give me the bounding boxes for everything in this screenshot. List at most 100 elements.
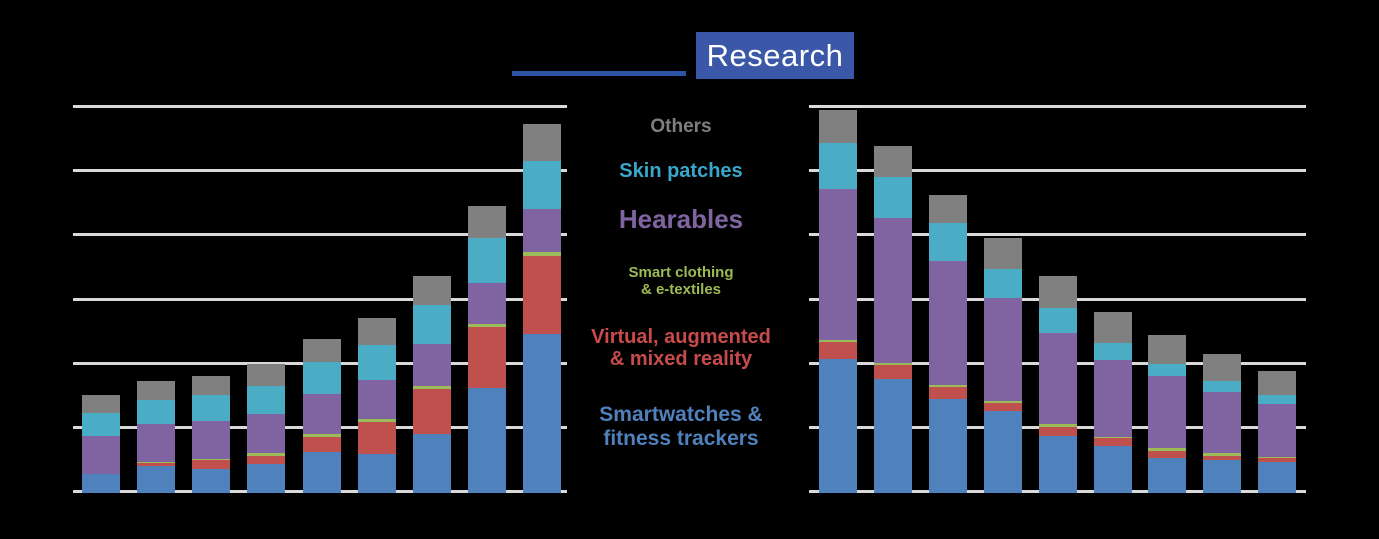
bar-segment-skin-patches xyxy=(192,395,231,422)
research-badge: Research xyxy=(696,32,854,79)
bar-segment-skin-patches xyxy=(247,385,286,415)
chart-legend: Others Skin patches Hearables Smart clothin… xyxy=(556,0,806,539)
bar-segment-skin-patches xyxy=(82,412,120,436)
bar-segment-smart-clothing-e-textiles xyxy=(412,385,451,390)
bar-segment-hearables xyxy=(1093,360,1132,437)
bar-segment-skin-patches xyxy=(1203,380,1242,393)
bar-segment-hearables xyxy=(412,344,451,386)
bar-segment-smart-clothing-e-textiles xyxy=(983,400,1022,403)
bar-segment-virtual-augmented-mixed-reality xyxy=(412,389,451,434)
bar-segment-others xyxy=(137,380,176,400)
bar-segment-others xyxy=(928,194,967,224)
stacked-bar xyxy=(247,364,286,493)
stacked-bar xyxy=(302,338,341,493)
bar-segment-virtual-augmented-mixed-reality xyxy=(873,364,912,380)
right-stacked-bar-chart xyxy=(809,105,1306,494)
bar-segment-skin-patches xyxy=(928,223,967,262)
research-label: Research xyxy=(706,37,844,73)
stacked-bar xyxy=(1258,371,1297,493)
bar-segment-smartwatches-fitness-trackers xyxy=(1093,446,1132,493)
bar-segment-others xyxy=(247,364,286,386)
bar-segment-hearables xyxy=(357,380,396,420)
bar-segment-smartwatches-fitness-trackers xyxy=(819,359,857,493)
bar-segment-virtual-augmented-mixed-reality xyxy=(1148,451,1187,458)
bar-segment-smartwatches-fitness-trackers xyxy=(412,433,451,493)
bar-segment-skin-patches xyxy=(302,362,341,395)
legend-label-line: Others xyxy=(650,116,712,137)
bar-segment-smart-clothing-e-textiles xyxy=(928,384,967,388)
stacked-bar xyxy=(523,124,562,493)
bar-segment-others xyxy=(82,394,120,413)
brand-underline xyxy=(512,71,686,76)
bar-segment-skin-patches xyxy=(412,304,451,345)
bar-segment-smartwatches-fitness-trackers xyxy=(192,469,231,493)
bar-segment-others xyxy=(1148,335,1187,365)
bar-segment-virtual-augmented-mixed-reality xyxy=(983,402,1022,412)
bar-segment-skin-patches xyxy=(983,269,1022,298)
stacked-bar xyxy=(468,206,507,493)
stacked-bar xyxy=(1093,312,1132,493)
bar-segment-virtual-augmented-mixed-reality xyxy=(302,436,341,452)
bar-segment-skin-patches xyxy=(873,177,912,219)
stacked-bar xyxy=(412,276,451,493)
bar-segment-skin-patches xyxy=(137,399,176,425)
legend-item-smart-clothing: Smart clothing & e-textiles xyxy=(556,264,806,298)
bar-segment-others xyxy=(468,206,507,238)
bar-segment-skin-patches xyxy=(523,161,562,210)
bar-segment-smartwatches-fitness-trackers xyxy=(523,334,562,493)
legend-label-line: & mixed reality xyxy=(609,348,753,370)
bar-segment-others xyxy=(412,276,451,305)
bar-segment-smart-clothing-e-textiles xyxy=(137,461,176,463)
bar-segment-virtual-augmented-mixed-reality xyxy=(928,387,967,399)
bar-segment-hearables xyxy=(302,394,341,434)
stacked-bar xyxy=(82,394,120,493)
legend-label-line: Virtual, augmented xyxy=(591,326,771,348)
bar-segment-smartwatches-fitness-trackers xyxy=(357,453,396,493)
bar-segment-hearables xyxy=(247,414,286,454)
bar-segment-smart-clothing-e-textiles xyxy=(1093,436,1132,439)
bar-segment-virtual-augmented-mixed-reality xyxy=(523,256,562,335)
legend-label-line: fitness trackers xyxy=(603,427,759,450)
bar-segment-smart-clothing-e-textiles xyxy=(1203,453,1242,456)
bar-segment-others xyxy=(1038,276,1077,309)
bar-segment-hearables xyxy=(819,188,857,340)
bar-segment-virtual-augmented-mixed-reality xyxy=(192,460,231,470)
stacked-bar xyxy=(819,109,857,493)
bar-segment-skin-patches xyxy=(357,344,396,381)
bar-segment-others xyxy=(302,338,341,363)
bar-segment-smart-clothing-e-textiles xyxy=(1258,457,1297,459)
bar-segment-smartwatches-fitness-trackers xyxy=(82,474,120,493)
bar-segment-hearables xyxy=(137,424,176,462)
bar-segment-hearables xyxy=(1038,332,1077,425)
legend-item-smartwatches: Smartwatches & fitness trackers xyxy=(556,403,806,451)
bar-segment-virtual-augmented-mixed-reality xyxy=(247,455,286,465)
bar-segment-smart-clothing-e-textiles xyxy=(192,458,231,461)
bar-segment-smart-clothing-e-textiles xyxy=(468,324,507,327)
stacked-bar xyxy=(983,238,1022,493)
bar-segment-hearables xyxy=(983,297,1022,401)
bar-segment-hearables xyxy=(928,261,967,385)
legend-item-hearables: Hearables xyxy=(556,203,806,235)
bar-segment-others xyxy=(1093,312,1132,343)
legend-label-line: Smartwatches & xyxy=(599,403,763,426)
bar-segment-hearables xyxy=(468,282,507,325)
legend-label-line: Hearables xyxy=(618,204,744,234)
gridline xyxy=(73,105,567,108)
gridline xyxy=(809,169,1306,173)
bar-segment-others xyxy=(819,109,857,143)
bar-segment-virtual-augmented-mixed-reality xyxy=(468,326,507,389)
gridline xyxy=(73,297,567,301)
bar-segment-virtual-augmented-mixed-reality xyxy=(1258,458,1297,462)
bar-segment-smart-clothing-e-textiles xyxy=(302,433,341,437)
bar-segment-hearables xyxy=(873,218,912,364)
bar-segment-hearables xyxy=(523,209,562,252)
bar-segment-smartwatches-fitness-trackers xyxy=(1258,461,1297,493)
bar-segment-smartwatches-fitness-trackers xyxy=(873,379,912,493)
legend-item-others: Others xyxy=(556,115,806,139)
stacked-bar xyxy=(873,146,912,493)
bar-segment-skin-patches xyxy=(819,142,857,189)
bar-segment-smartwatches-fitness-trackers xyxy=(1148,457,1187,493)
bar-segment-others xyxy=(873,146,912,178)
bar-segment-smart-clothing-e-textiles xyxy=(819,339,857,342)
legend-label-line: Skin patches xyxy=(619,160,743,182)
